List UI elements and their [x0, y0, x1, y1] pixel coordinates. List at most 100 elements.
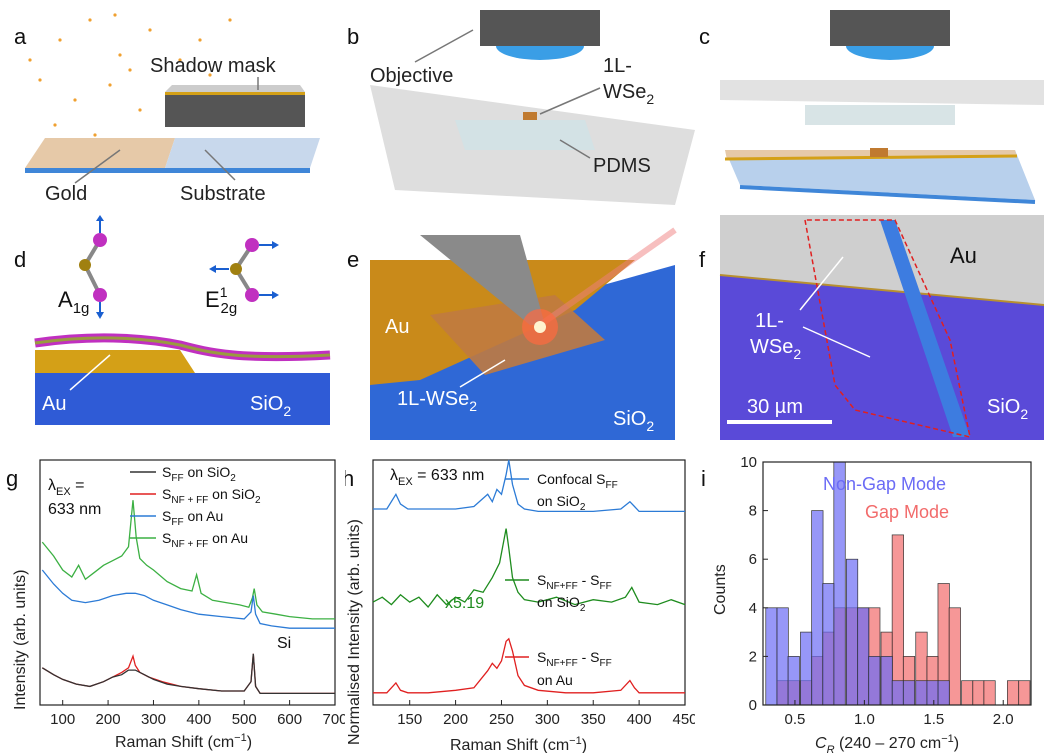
plot-frame-i: [762, 461, 1032, 706]
objective-label: Objective: [370, 65, 453, 87]
panel-letter-b: b: [347, 24, 359, 49]
histogram-bar-gap: [1018, 680, 1031, 706]
wse2-label-1: 1L-: [603, 55, 632, 77]
series-label-h-line2: on Au: [537, 672, 573, 688]
histogram-bar-nongap: [787, 656, 800, 706]
chart-g: g 100 200 300 400 500 600 700 λEX = 633 nm SFF…: [6, 459, 345, 751]
sio2-label-f: SiO2: [987, 396, 1028, 422]
x-tick-label-g: 100: [50, 711, 75, 728]
pdms-label: PDMS: [593, 155, 651, 177]
xlabel-i: CR (240 – 270 cm−1): [815, 733, 959, 753]
chart-h: h 150 200 250 300 350 400 450 λEX = 633 nm x5.…: [345, 459, 695, 753]
au-label-f: Au: [950, 243, 977, 268]
wse2-flake-e: [430, 295, 605, 375]
x-tick-label-g: 200: [96, 711, 121, 728]
x-tick-label-h: 300: [535, 711, 560, 728]
legend-i: Non-Gap Mode Gap Mode: [823, 474, 949, 522]
ticks-i: 0.5 1.0 1.5 2.0 0 2 4 6 8 10: [740, 454, 1013, 728]
x-tick-label-h: 400: [627, 711, 652, 728]
panel-letter-a: a: [14, 24, 27, 49]
bars-group-i: [765, 461, 1031, 706]
x-tick-label-h: 350: [581, 711, 606, 728]
pdms-block: [455, 120, 595, 150]
x-tick-label-h: 200: [443, 711, 468, 728]
histogram-bar-nongap: [902, 680, 916, 706]
series-line-h-2: [373, 637, 685, 694]
lambda-label-h: λEX = 633 nm: [390, 467, 484, 488]
au-label-e: Au: [385, 316, 409, 338]
scale-bar-label: 30 µm: [747, 396, 803, 418]
wse2-arrow-f1: [799, 256, 844, 311]
x-tick-label-h: 150: [397, 711, 422, 728]
wse2-flake-c: [870, 148, 888, 157]
series-label-h-line1: SNF+FF - SFF: [537, 572, 612, 592]
legend-label-g: SNF + FF on Au: [162, 530, 248, 550]
sio2-label-d: SiO2: [250, 393, 291, 419]
au-film-d: [35, 350, 195, 373]
series-label-h-line2: on SiO2: [537, 594, 586, 614]
wse2-arrow: [539, 87, 601, 115]
histogram-bar-nongap: [915, 680, 928, 706]
series-group-h: [372, 459, 686, 694]
scale-factor-h: x5.19: [445, 595, 484, 612]
gold-label: Gold: [45, 183, 87, 205]
series-label-h-line2: on SiO2: [537, 493, 586, 513]
x-tick-label-g: 300: [141, 711, 166, 728]
histogram-bar-nongap: [833, 461, 846, 706]
a1g-label: A1g: [58, 287, 89, 317]
wse2-label-f1: 1L-: [755, 310, 784, 332]
e2g-label: E1 2g: [205, 284, 237, 317]
gold-arrow: [74, 149, 121, 184]
x-ticks-h: 150 200 250 300 350 400 450: [397, 700, 695, 728]
wse2-arrow-e: [459, 359, 506, 388]
panel-a: a Shadow mask Gold Substrate: [14, 13, 320, 205]
panel-f: f Au 1L- WSe2 30 µm SiO2: [699, 215, 1044, 440]
wse2-outline-f: [804, 219, 971, 438]
panel-letter-c: c: [699, 24, 710, 49]
au-label-d: Au: [42, 393, 66, 415]
panel-letter-h: h: [345, 466, 354, 491]
shadow-mask-gold: [165, 92, 305, 95]
lambda-label-g: λEX =: [48, 477, 84, 498]
wse2-flake: [523, 112, 537, 120]
y-tick-label-i: 6: [749, 551, 757, 568]
histogram-bar-nongap: [845, 558, 859, 706]
histogram-bar-gap: [891, 534, 904, 706]
pdms-block-c: [805, 105, 955, 125]
histogram-bar-nongap: [857, 607, 870, 706]
pdms-arrow: [559, 139, 591, 159]
x-tick-label-i: 0.5: [785, 711, 806, 728]
chart-i: i 0.5 1.0 1.5 2.0 0 2 4 6 8 10 Non-Gap Mode Gap Mo…: [701, 454, 1032, 753]
shadow-mask-top: [165, 85, 305, 92]
x-tick-label-g: 600: [277, 711, 302, 728]
panel-b: b Objective 1L- WSe2 PDMS: [347, 10, 695, 205]
gold-layer: [25, 138, 175, 168]
wse2-label-2: WSe2: [603, 81, 654, 107]
panel-c: c: [699, 10, 1044, 204]
histogram-bar-nongap: [776, 607, 789, 706]
substrate-c: [725, 150, 1035, 200]
series-line-h-1: [372, 528, 686, 609]
panel-letter-g: g: [6, 466, 18, 491]
histogram-bar-gap: [983, 680, 996, 706]
legend-label-i: Gap Mode: [865, 502, 949, 522]
substrate-edge: [25, 168, 310, 173]
si-label-g: Si: [277, 635, 291, 652]
wse2-label-e: 1L-WSe2: [397, 388, 477, 414]
sio2-label-e: SiO2: [613, 408, 654, 434]
panel-e: e Au 1L-WSe2 SiO2: [347, 227, 677, 440]
shadow-mask-label: Shadow mask: [150, 55, 277, 77]
y-tick-label-i: 0: [749, 697, 757, 714]
y-tick-label-i: 4: [749, 600, 757, 617]
x-tick-label-i: 2.0: [993, 711, 1014, 728]
histogram-bar-gap: [972, 680, 985, 706]
afm-tip: [420, 235, 545, 325]
x-tick-label-g: 700: [322, 711, 345, 728]
shadow-mask-body: [165, 95, 305, 127]
ylabel-h: Normalised Intensity (arb. units): [346, 519, 363, 745]
x-tick-label-g: 500: [232, 711, 257, 728]
histogram-bar-nongap: [880, 656, 893, 706]
x-tick-label-i: 1.0: [854, 711, 875, 728]
objective-body: [480, 10, 600, 46]
